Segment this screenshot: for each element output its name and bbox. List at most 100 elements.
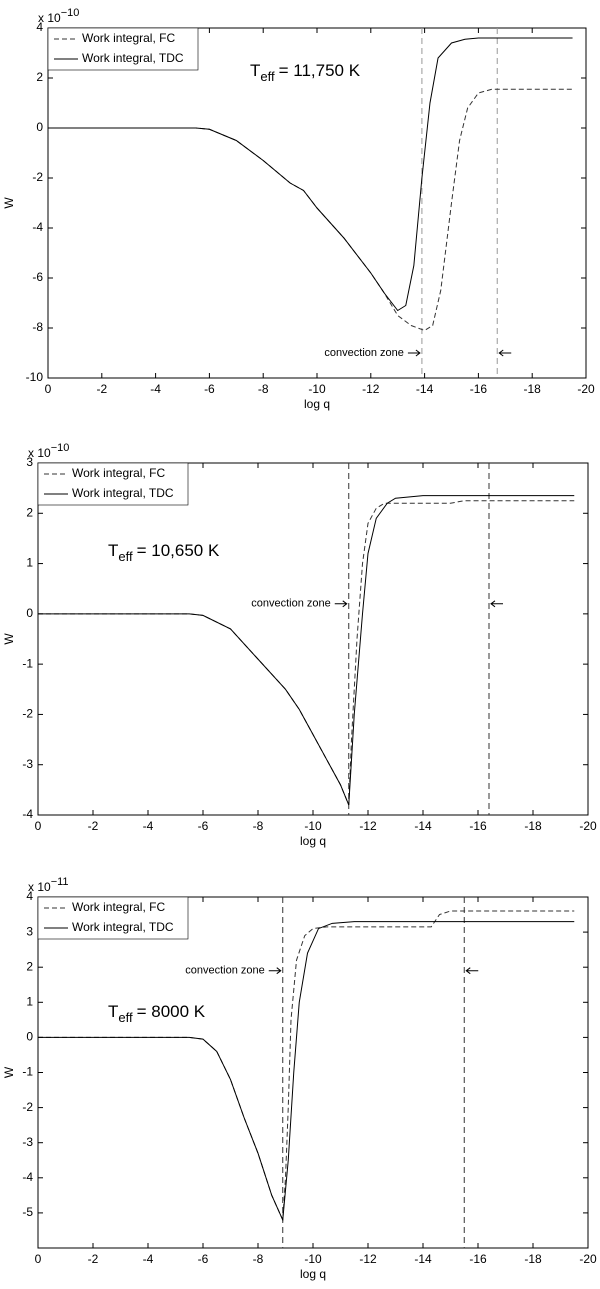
- annotation: Teff = 10,650 K: [108, 541, 220, 564]
- x-tick-label: -2: [88, 1252, 99, 1266]
- plot-frame: [37, 462, 589, 816]
- x-axis-label: log q: [300, 1267, 326, 1281]
- y-axis-label: W: [2, 197, 16, 209]
- y-axis-label: W: [2, 1066, 16, 1078]
- x-tick-label: -6: [198, 1252, 209, 1266]
- y-tick-label: -6: [32, 270, 43, 284]
- arrow: [465, 967, 479, 975]
- multiplier-base: x 10: [28, 446, 51, 460]
- y-tick-label: 3: [26, 455, 33, 469]
- plot-frame: [37, 896, 589, 1249]
- x-tick-label: -12: [359, 1252, 377, 1266]
- y-tick-label: -10: [26, 370, 44, 384]
- x-tick-label: -2: [88, 819, 99, 833]
- x-tick-label: -10: [304, 1252, 322, 1266]
- series-line: [48, 88, 573, 332]
- y-tick-label: 1: [26, 556, 33, 570]
- x-tick-label: -10: [304, 819, 322, 833]
- x-tick-label: -20: [579, 1252, 597, 1266]
- legend-box: [37, 462, 189, 506]
- x-tick-label: -8: [253, 1252, 264, 1266]
- multiplier-exponent: −10: [61, 7, 80, 19]
- x-tick-label: -10: [308, 382, 326, 396]
- y-tick-label: 2: [26, 959, 33, 973]
- multiplier-base: x 10: [28, 880, 51, 894]
- x-tick-label: -6: [204, 382, 215, 396]
- y-tick-label: 0: [36, 120, 43, 134]
- x-tick-label: -20: [579, 819, 597, 833]
- annotation-symbol: T: [108, 1002, 118, 1021]
- x-tick-label: -4: [143, 819, 154, 833]
- plot-frame: [47, 27, 587, 379]
- x-tick-label: 0: [35, 1252, 42, 1266]
- y-tick-label: 0: [26, 1030, 33, 1044]
- legend-box: [37, 896, 189, 940]
- annotation-text: = 10,650 K: [137, 541, 220, 560]
- y-tick-label: -2: [22, 707, 33, 721]
- annotation: Teff = 8000 K: [108, 1002, 206, 1025]
- x-tick-label: -16: [470, 382, 488, 396]
- legend-label: Work integral, FC: [72, 900, 165, 914]
- annotation-symbol: T: [250, 61, 260, 80]
- y-tick-label: -1: [22, 656, 33, 670]
- y-tick-label: -4: [22, 807, 33, 821]
- multiplier-exponent: −11: [51, 876, 69, 888]
- multiplier-exponent: −10: [51, 442, 70, 454]
- x-tick-label: -18: [524, 819, 542, 833]
- x-axis-label: log q: [304, 397, 330, 411]
- x-tick-label: 0: [35, 819, 42, 833]
- convection-label: convection zone: [185, 965, 265, 977]
- x-tick-label: -20: [577, 382, 595, 396]
- arrow: [490, 600, 503, 608]
- legend-label: Work integral, TDC: [72, 920, 174, 934]
- annotation: Teff = 11,750 K: [250, 61, 361, 84]
- x-tick-label: -12: [362, 382, 380, 396]
- legend-box: [47, 27, 199, 71]
- annotation-text: = 11,750 K: [279, 61, 361, 80]
- y-tick-label: -1: [22, 1065, 33, 1079]
- y-tick-label: 4: [36, 20, 43, 34]
- y-multiplier: x 10−11: [28, 876, 69, 894]
- annotation-subscript: eff: [260, 69, 275, 84]
- x-tick-label: -4: [150, 382, 161, 396]
- series-line: [38, 500, 575, 806]
- y-tick-label: 2: [26, 505, 33, 519]
- arrow: [498, 349, 512, 357]
- legend-label: Work integral, TDC: [82, 51, 184, 65]
- x-tick-label: 0: [45, 382, 52, 396]
- y-tick-label: -4: [22, 1170, 33, 1184]
- x-tick-label: -16: [469, 819, 487, 833]
- y-tick-label: -5: [22, 1205, 33, 1219]
- x-tick-label: -14: [414, 1252, 432, 1266]
- y-tick-label: 2: [36, 70, 43, 84]
- x-tick-label: -16: [469, 1252, 487, 1266]
- legend-label: Work integral, TDC: [72, 486, 174, 500]
- y-tick-label: 0: [26, 606, 33, 620]
- arrow: [407, 349, 421, 357]
- convection-label: convection zone: [324, 347, 404, 359]
- x-tick-label: -8: [253, 819, 264, 833]
- x-tick-label: -18: [524, 1252, 542, 1266]
- x-tick-label: -8: [258, 382, 269, 396]
- x-tick-label: -14: [416, 382, 434, 396]
- x-tick-label: -12: [359, 819, 377, 833]
- annotation-text: = 8000 K: [137, 1002, 206, 1021]
- y-tick-label: -4: [32, 220, 43, 234]
- arrow: [268, 967, 282, 975]
- y-tick-label: -3: [22, 1135, 33, 1149]
- y-multiplier: x 10−10: [28, 442, 69, 460]
- y-tick-label: -3: [22, 757, 33, 771]
- annotation-symbol: T: [108, 541, 118, 560]
- legend-label: Work integral, FC: [82, 31, 175, 45]
- annotation-subscript: eff: [118, 1010, 133, 1025]
- y-tick-label: 3: [26, 924, 33, 938]
- series-line: [38, 921, 575, 1222]
- y-tick-label: -2: [22, 1100, 33, 1114]
- y-tick-label: 1: [26, 994, 33, 1008]
- series-line: [38, 495, 575, 806]
- legend-label: Work integral, FC: [72, 466, 165, 480]
- x-tick-label: -14: [414, 819, 432, 833]
- series-line: [48, 37, 573, 312]
- series-line: [38, 910, 575, 1221]
- x-tick-label: -18: [524, 382, 542, 396]
